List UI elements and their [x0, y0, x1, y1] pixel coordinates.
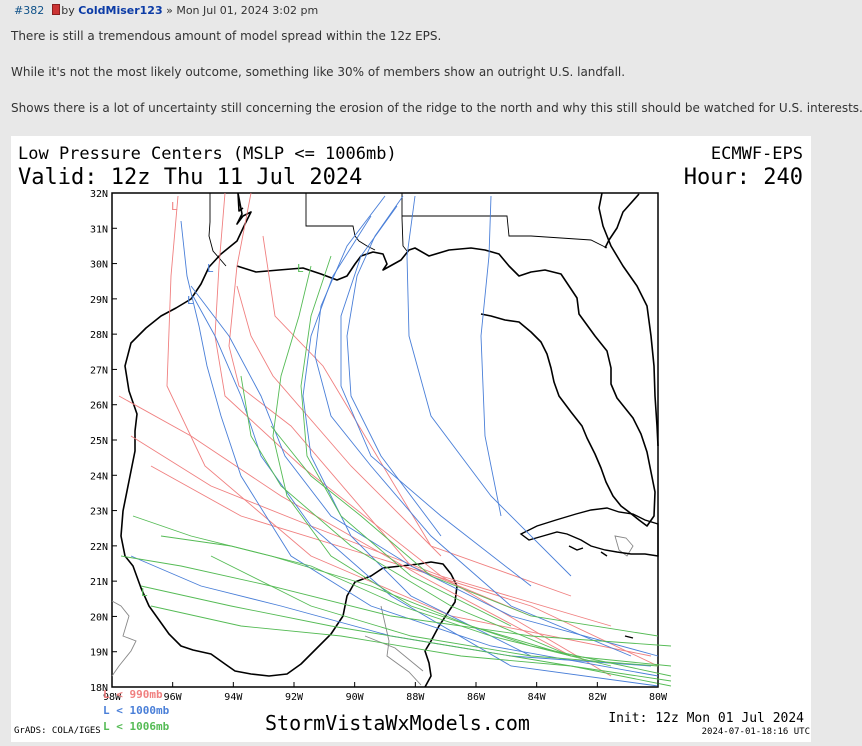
post-date: » Mon Jul 01, 2024 3:02 pm — [166, 4, 319, 17]
post-paragraph: While it's not the most likely outcome, … — [11, 65, 626, 79]
map-frame — [111, 192, 659, 688]
lon-label: 86W — [467, 692, 486, 703]
lat-label: 25N — [90, 436, 108, 447]
lat-label: 26N — [90, 401, 108, 412]
lat-label: 22N — [90, 542, 108, 553]
borders — [111, 535, 634, 686]
svg-text:L: L — [297, 262, 304, 275]
lat-axis-labels: 32N 31N 30N 29N 28N 27N 26N 25N 24N 23N 22N 21N 20N 1… — [90, 189, 117, 694]
figure-valid: Valid: 12z Thu 11 Jul 2024 — [18, 165, 362, 190]
cuba — [519, 507, 659, 639]
eps-map-image: Low Pressure Centers (MSLP <= 1006mb) EC… — [14, 144, 810, 737]
lat-label: 21N — [90, 577, 108, 588]
lon-label: 92W — [285, 692, 304, 703]
lat-label: 18N — [90, 683, 108, 694]
grads-label: GrADS: COLA/IGES — [14, 726, 101, 736]
lon-label: 98W — [103, 692, 122, 703]
lon-label: 82W — [588, 692, 607, 703]
watermark: StormVistaWxModels.com — [265, 711, 530, 735]
low-markers: L L L L L — [141, 200, 304, 599]
lon-label: 80W — [649, 692, 668, 703]
figure-hour: Hour: 240 — [684, 165, 803, 190]
post-body: There is still a tremendous amount of mo… — [11, 28, 862, 136]
svg-text:L: L — [187, 294, 194, 307]
lat-label: 19N — [90, 648, 108, 659]
coastlines — [120, 192, 659, 688]
svg-text:L: L — [141, 586, 148, 599]
by-label: by — [61, 4, 75, 17]
legend-item: L < 1006mb — [103, 720, 170, 733]
figure-title-left: Low Pressure Centers (MSLP <= 1006mb) — [18, 144, 397, 164]
legend: L < 990mb L < 1000mb L < 1006mb — [103, 688, 170, 733]
init-label: Init: 12z Mon 01 Jul 2024 — [608, 711, 804, 726]
post-header: #382 by ColdMiser123 » Mon Jul 01, 2024 3… — [14, 4, 318, 17]
lon-label: 96W — [164, 692, 183, 703]
post-paragraph: Shows there is a lot of uncertainty stil… — [11, 101, 862, 115]
lat-label: 23N — [90, 507, 108, 518]
lat-label: 32N — [90, 189, 108, 200]
lat-label: 24N — [90, 471, 108, 482]
lon-label: 90W — [346, 692, 365, 703]
post-paragraph: There is still a tremendous amount of mo… — [11, 29, 442, 43]
post-number-link[interactable]: #382 — [14, 4, 45, 17]
svg-text:L: L — [207, 262, 214, 275]
tracks-green — [120, 255, 672, 687]
lat-label: 31N — [90, 224, 108, 235]
post-icon[interactable] — [52, 4, 61, 15]
lon-label: 88W — [406, 692, 425, 703]
svg-text:L: L — [171, 200, 178, 213]
lat-label: 20N — [90, 612, 108, 623]
eps-track-figure[interactable]: Low Pressure Centers (MSLP <= 1006mb) EC… — [11, 136, 811, 742]
legend-item: L < 1000mb — [103, 704, 170, 717]
post-author-link[interactable]: ColdMiser123 — [78, 4, 163, 17]
timestamp: 2024-07-01-18:16 UTC — [702, 727, 810, 737]
lat-label: 30N — [90, 260, 108, 271]
figure-title-right: ECMWF-EPS — [711, 144, 803, 164]
lon-label: 84W — [528, 692, 547, 703]
lon-axis-labels: 98W 96W 94W 92W 90W 88W 86W 84W 82W 80W — [103, 682, 668, 703]
lat-label: 28N — [90, 330, 108, 341]
lon-label: 94W — [224, 692, 243, 703]
legend-item: L < 990mb — [103, 688, 163, 701]
lat-label: 27N — [90, 365, 108, 376]
lat-label: 29N — [90, 295, 108, 306]
